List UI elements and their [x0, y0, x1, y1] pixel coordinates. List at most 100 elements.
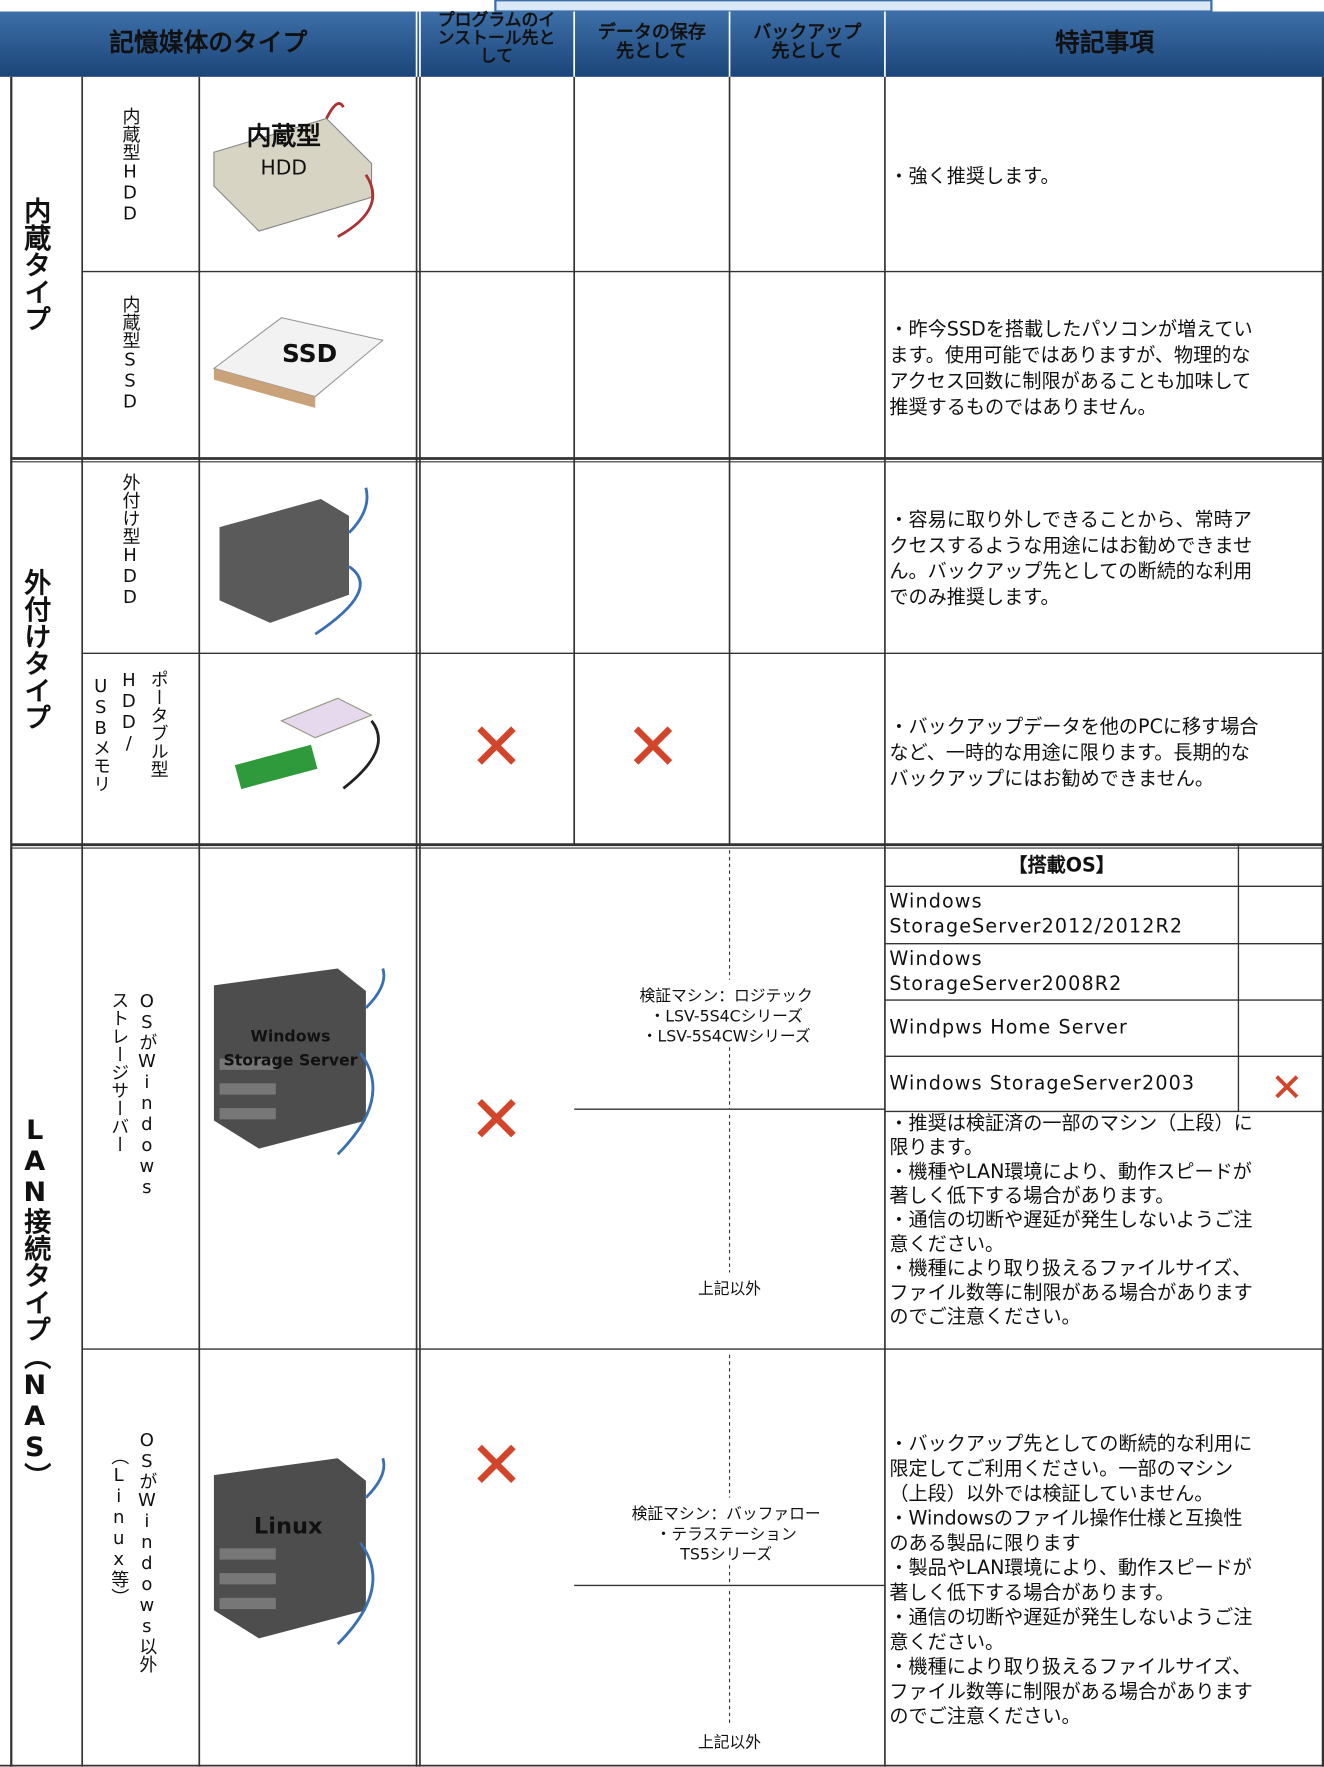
ssd	[212, 317, 385, 398]
os-name: Windpws Home Server	[889, 1016, 1128, 1039]
group-label: 内蔵タイプ	[19, 197, 51, 332]
header-title: 記憶媒体のタイプ	[109, 28, 307, 57]
cable	[314, 487, 369, 636]
drive-bay	[219, 1597, 276, 1610]
note-line: 意ください。	[889, 1630, 1004, 1653]
drive-bay	[219, 1058, 276, 1070]
note-line: ・機種により取り扱えるファイルサイズ、	[889, 1655, 1251, 1678]
header-title: 特記事項	[1055, 28, 1154, 57]
image-label: 内蔵型	[247, 122, 321, 151]
header-title: バックアップ	[753, 21, 862, 43]
verify-text: ・LSV-5S4Cシリーズ	[650, 1006, 804, 1025]
os-header: 【搭載OS】	[1008, 854, 1115, 877]
cable	[336, 1457, 386, 1646]
drive-bay	[219, 1573, 276, 1585]
note-line: ・推奨は検証済の一部のマシン（上段）に	[889, 1111, 1252, 1134]
image-label: SSD	[282, 339, 337, 368]
os-name: Windows	[889, 947, 982, 970]
note-line: ・Windowsのファイル操作仕様と互換性	[889, 1507, 1242, 1530]
media-label: 外付け型HDD	[119, 473, 140, 608]
note-line: ファイル数等に制限がある場合があります	[889, 1680, 1252, 1703]
media-label: ポータブル型	[148, 670, 169, 778]
cable	[325, 102, 375, 238]
header-title: 先として	[616, 40, 687, 62]
cross-mark	[1275, 1075, 1299, 1099]
note-line: ・容易に取り外しできることから、常時ア	[889, 508, 1251, 531]
note-line: のでご注意ください。	[889, 1305, 1080, 1328]
note-line: ・機種により取り扱えるファイルサイズ、	[889, 1257, 1251, 1280]
os-name: StorageServer2008R2	[889, 972, 1122, 995]
note-line: のある製品に限ります	[889, 1531, 1080, 1554]
cross-mark	[633, 726, 673, 765]
device-image	[213, 102, 375, 238]
os-name: Windows StorageServer2003	[889, 1071, 1195, 1094]
image-label: Storage Server	[223, 1050, 357, 1069]
media-label: 内蔵型SSD	[119, 295, 140, 412]
other-text: 上記以外	[698, 1733, 761, 1752]
header-title: データの保存	[598, 21, 706, 43]
note-line: のでご注意ください。	[889, 1705, 1080, 1728]
device-image	[219, 487, 369, 636]
verify-text: ・テラステーション	[656, 1524, 797, 1543]
header-title: 先として	[772, 40, 843, 62]
header-title: ンストール先と	[438, 28, 556, 48]
note-line: 限定してご利用ください。一部のマシン	[889, 1457, 1233, 1480]
device-image	[213, 1457, 386, 1646]
note-line: ・通信の切断や遅延が発生しないようご注	[889, 1208, 1252, 1231]
cable	[342, 719, 380, 790]
media-label: （Linux等）	[108, 1447, 129, 1606]
drive-bay	[219, 1083, 276, 1095]
note-line: ・バックアップ先としての断続的な利用に	[889, 1432, 1252, 1455]
device-image	[213, 968, 386, 1156]
note-line: 意ください。	[889, 1232, 1004, 1255]
server	[213, 1458, 366, 1639]
note-line: 限ります。	[889, 1136, 983, 1159]
header-bg	[0, 11, 1324, 77]
image-label: HDD	[261, 156, 307, 180]
verify-text: 検証マシン：ロジテック	[640, 986, 813, 1005]
device-image	[234, 697, 380, 790]
header-title: プログラムのイ	[438, 10, 556, 30]
note-line: ファイル数等に制限がある場合があります	[889, 1281, 1252, 1304]
note-line: ・強く推奨します。	[889, 165, 1059, 188]
note-line: バックアップにはお勧めできません。	[889, 767, 1214, 790]
image-label: Windows	[250, 1027, 330, 1046]
note-line: 推奨するものではありません。	[889, 395, 1156, 418]
note-line: など、一時的な用途に限ります。長期的な	[889, 741, 1250, 764]
note-line: 著しく低下する場合があります。	[889, 1581, 1174, 1604]
os-name: StorageServer2012/2012R2	[889, 914, 1183, 937]
other-text: 上記以外	[698, 1279, 761, 1298]
media-label: 内蔵型HDD	[119, 107, 140, 224]
drive-bay	[219, 1108, 276, 1120]
image-label: Linux	[254, 1513, 323, 1539]
top-box	[494, 0, 1213, 13]
note-line: クセスするような用途にはお勧めできませ	[889, 534, 1252, 557]
ssd-side	[213, 368, 316, 408]
note-line: ・昨今SSDを搭載したパソコンが増えてい	[889, 318, 1252, 341]
cross-mark	[477, 1444, 516, 1484]
ext-hdd	[219, 499, 350, 623]
portable	[280, 697, 373, 739]
note-line: ん。バックアップ先としての断続的な利用	[889, 560, 1252, 583]
verify-text: 検証マシン：バッファロー	[632, 1504, 821, 1523]
verify-text: ・LSV-5S4CWシリーズ	[642, 1027, 811, 1046]
media-label: OSがWindows	[136, 991, 157, 1198]
server	[213, 968, 366, 1149]
note-line: アクセス回数に制限があることも加味して	[889, 369, 1251, 392]
note-line: ・通信の切断や遅延が発生しないようご注	[889, 1606, 1252, 1629]
media-label: USBメモリ	[90, 676, 111, 793]
media-label: OSがWindows以外	[136, 1430, 157, 1673]
os-name: Windows	[889, 890, 982, 913]
note-line: ・製品やLAN環境により、動作スピードが	[889, 1556, 1251, 1579]
header-title: して	[480, 46, 513, 66]
note-line: でのみ推奨します。	[889, 586, 1059, 609]
media-label: ストレージサーバー	[108, 991, 129, 1153]
device-image	[212, 317, 385, 408]
cross-mark	[477, 726, 516, 765]
media-label: HDD/	[118, 670, 139, 754]
group-label: LAN接続タイプ（NAS）	[19, 1115, 51, 1490]
note-line: 著しく低下する場合があります。	[889, 1184, 1174, 1207]
note-line: （上段）以外では検証していません。	[889, 1482, 1213, 1505]
